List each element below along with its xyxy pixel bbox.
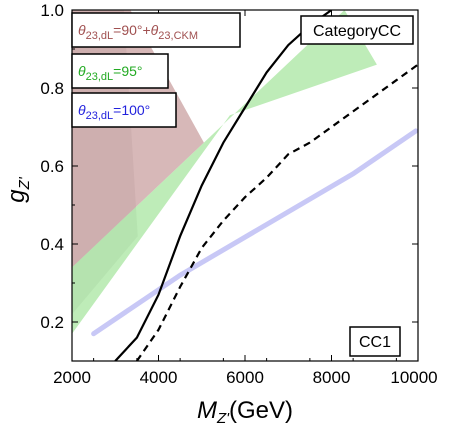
x-tick-label: 4000	[140, 368, 178, 387]
legend-box	[71, 92, 177, 128]
y-tick-label: 0.8	[40, 79, 64, 98]
x-tick-label: 6000	[226, 368, 264, 387]
category-label: CategoryCC	[313, 23, 401, 40]
x-tick-label: 10000	[390, 368, 437, 387]
legend-entry: θ23,dL=90°+θ23,CKM	[78, 22, 198, 42]
case-label: CC1	[359, 334, 391, 351]
legend-box	[71, 53, 169, 89]
x-axis-title: MZ'(GeV)	[197, 397, 293, 425]
case-box	[349, 326, 401, 357]
solid-boundary-curve	[114, 10, 333, 361]
dashed-boundary-curve	[135, 63, 418, 361]
legend-box	[71, 12, 241, 48]
x-tick-label: 2000	[53, 368, 91, 387]
category-box	[300, 15, 414, 45]
legend-entry: θ23,dL=100°	[78, 102, 150, 122]
y-tick-label: 1.0	[40, 1, 64, 20]
x-tick-label: 8000	[313, 368, 351, 387]
blue-band-line	[91, 128, 418, 337]
y-axis-title: gZ'	[3, 176, 33, 203]
y-tick-label: 0.6	[40, 157, 64, 176]
y-tick-label: 0.2	[40, 313, 64, 332]
y-tick-label: 0.4	[40, 235, 64, 254]
legend-entry: θ23,dL=95°	[78, 63, 143, 83]
